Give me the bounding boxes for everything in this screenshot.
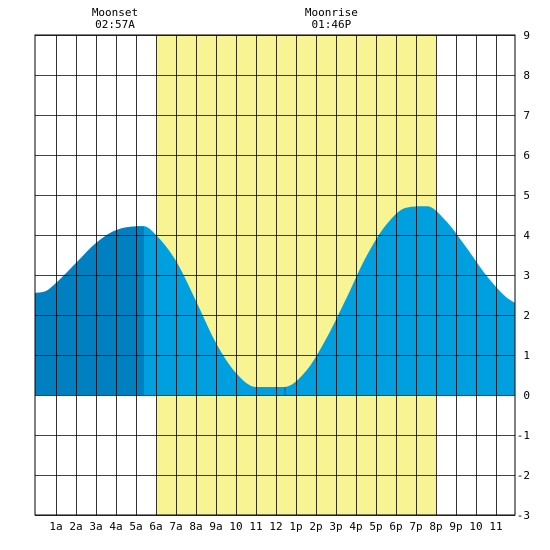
x-tick-label: 9a <box>209 520 222 533</box>
x-tick-label: 3a <box>89 520 102 533</box>
grid-layer <box>34 34 516 516</box>
x-tick-label: 10 <box>229 520 242 533</box>
y-tick-label: 9 <box>523 29 530 42</box>
x-tick-labels: 1a 2a 3a 4a 5a 6a 7a 8a 9a 10 11 12 1p 2p 3p 4p 5p 6p 7p 8p… <box>49 520 502 533</box>
x-tick-label: 2p <box>309 520 322 533</box>
tide-area <box>35 206 515 395</box>
y-tick-labels: -3 -2 -1 0 1 2 3 4 5 6 7 8 9 <box>517 29 531 522</box>
annotation-name: Moonset <box>92 6 138 19</box>
y-tick-label: -3 <box>517 509 530 522</box>
x-tick-label: 5p <box>369 520 382 533</box>
x-tick-label: 6a <box>149 520 162 533</box>
x-tick-label: 7a <box>169 520 182 533</box>
y-tick-label: 4 <box>523 229 530 242</box>
y-tick-label: -2 <box>517 469 530 482</box>
x-tick-label: 5a <box>129 520 142 533</box>
x-tick-label: 8a <box>189 520 202 533</box>
annotation-time: 02:57A <box>95 18 135 31</box>
x-tick-label: 4a <box>109 520 122 533</box>
x-tick-label: 1p <box>289 520 302 533</box>
y-tick-label: 5 <box>523 189 530 202</box>
y-tick-label: 1 <box>523 349 530 362</box>
y-tick-label: 3 <box>523 269 530 282</box>
y-tick-label: 7 <box>523 109 530 122</box>
annotation-time: 01:46P <box>312 18 352 31</box>
plot-border <box>34 34 516 516</box>
y-tick-label: -1 <box>517 429 530 442</box>
x-tick-label: 1a <box>49 520 62 533</box>
x-tick-label: 11 <box>249 520 262 533</box>
x-tick-label: 12 <box>269 520 282 533</box>
y-tick-label: 0 <box>523 389 530 402</box>
x-tick-label: 8p <box>429 520 442 533</box>
y-tick-label: 2 <box>523 309 530 322</box>
annotation-name: Moonrise <box>305 6 358 19</box>
y-tick-label: 6 <box>523 149 530 162</box>
x-tick-label: 7p <box>409 520 422 533</box>
x-tick-label: 10 <box>469 520 482 533</box>
x-tick-label: 2a <box>69 520 82 533</box>
y-tick-label: 8 <box>523 69 530 82</box>
x-tick-label: 3p <box>329 520 342 533</box>
tide-area-night-1 <box>284 386 286 395</box>
x-tick-label: 9p <box>449 520 462 533</box>
x-tick-label: 4p <box>349 520 362 533</box>
x-tick-label: 11 <box>489 520 502 533</box>
x-tick-label: 6p <box>389 520 402 533</box>
